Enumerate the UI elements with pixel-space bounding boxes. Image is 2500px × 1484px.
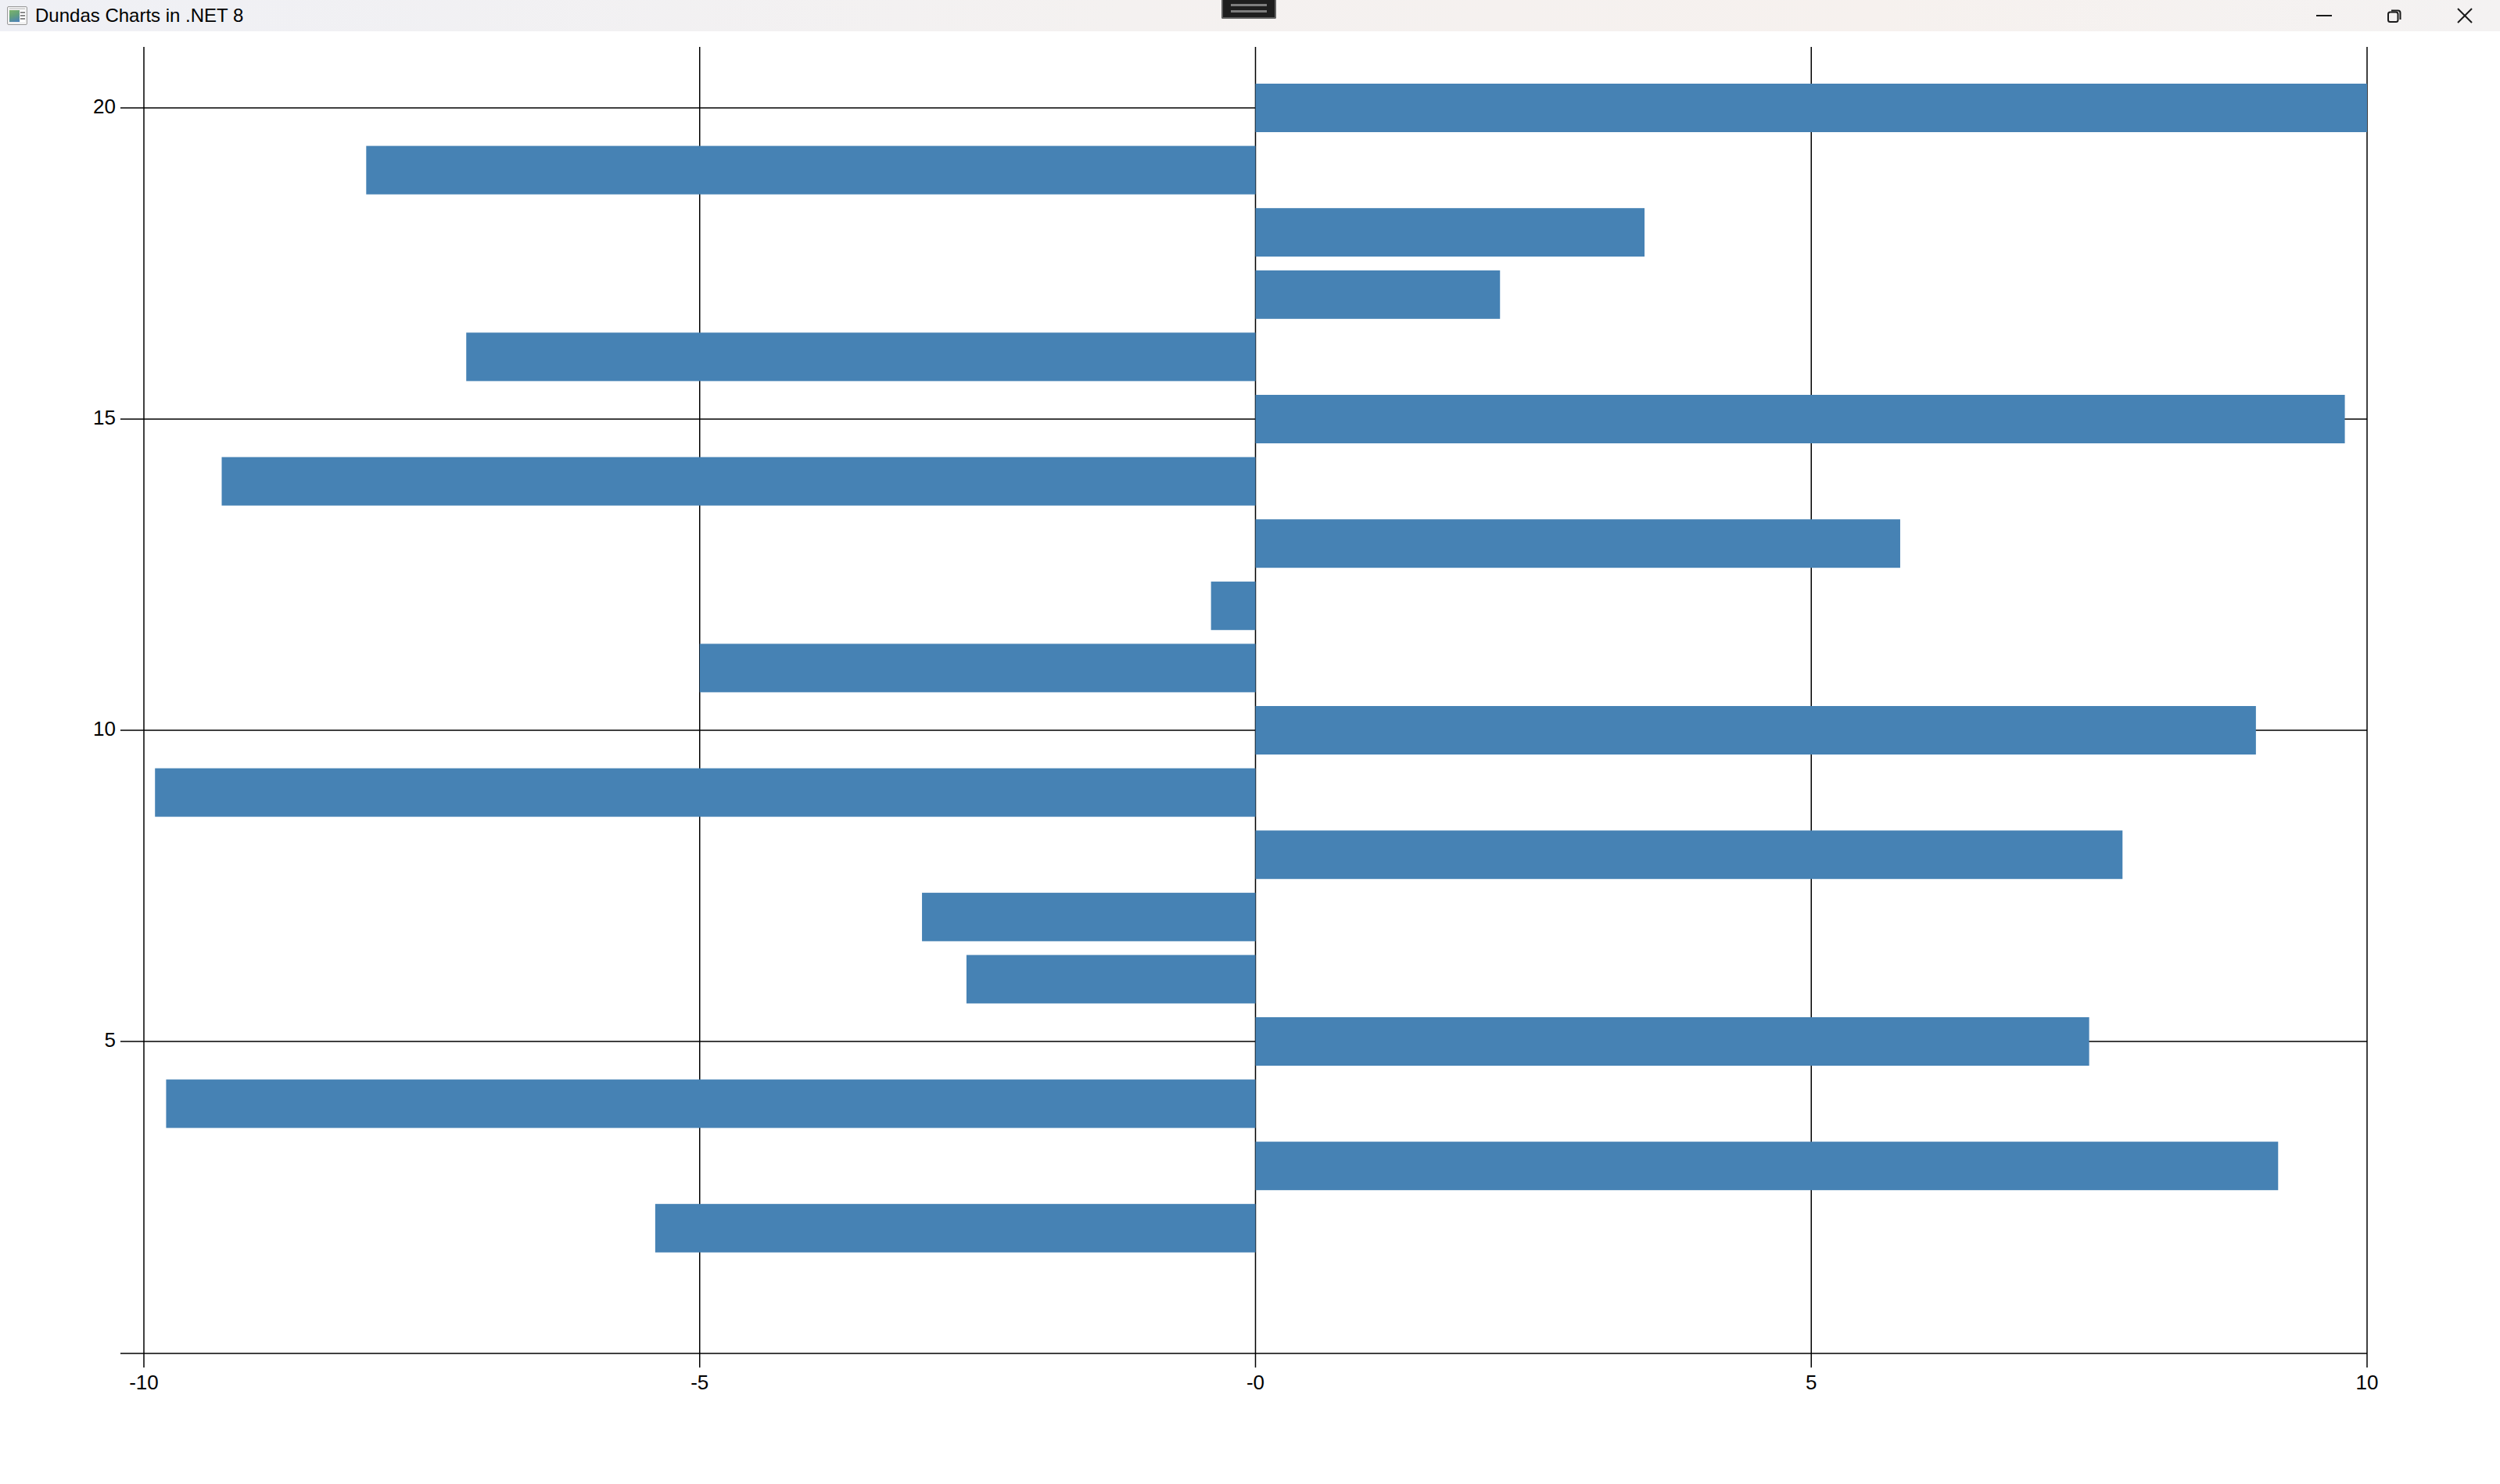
bar-category-14 [222, 457, 1256, 506]
close-button[interactable] [2430, 0, 2500, 31]
minimize-icon [2315, 7, 2333, 24]
app-icon-legend [20, 10, 25, 22]
bar-category-12 [1211, 582, 1256, 630]
app-window: { "window": { "title": "Dundas Charts in… [0, 0, 2500, 1484]
app-icon [7, 6, 27, 25]
y-tick-label: 20 [93, 95, 116, 118]
bar-category-17 [1256, 271, 1501, 319]
x-tick-label: 5 [1806, 1371, 1817, 1394]
y-tick-label: 10 [93, 717, 116, 740]
bar-category-19 [366, 146, 1255, 195]
bar-category-9 [155, 769, 1255, 817]
bar-category-15 [1256, 395, 2345, 443]
bar-category-3 [1256, 1142, 2279, 1190]
x-tick-label: -5 [690, 1371, 708, 1394]
close-icon [2456, 7, 2473, 24]
bar-category-18 [1256, 208, 1645, 256]
bar-category-10 [1256, 706, 2256, 755]
restore-button[interactable] [2359, 0, 2430, 31]
minimize-button[interactable] [2289, 0, 2359, 31]
bar-chart: -10 -5 -0 5 10 5 10 15 20 [0, 31, 2500, 1484]
restore-icon [2386, 7, 2403, 24]
screen-share-pill-icon[interactable] [1221, 0, 1276, 19]
window-controls [2289, 0, 2500, 31]
bar-category-8 [1256, 830, 2123, 879]
y-tick-label: 5 [105, 1028, 116, 1052]
bar-category-6 [967, 955, 1256, 1003]
bar-category-5 [1256, 1017, 2089, 1066]
window-title: Dundas Charts in .NET 8 [35, 0, 243, 31]
y-tick-label: 15 [93, 406, 116, 429]
bar-category-4 [166, 1080, 1255, 1128]
bar-category-2 [655, 1204, 1256, 1253]
x-tick-label: -10 [129, 1371, 159, 1394]
bar-category-7 [922, 893, 1255, 941]
bar-category-16 [466, 332, 1255, 381]
bar-category-13 [1256, 519, 1900, 568]
bar-category-11 [700, 643, 1256, 692]
x-tick-label: -0 [1246, 1371, 1264, 1394]
app-icon-topstrip [9, 8, 25, 9]
app-icon-chart-area [9, 10, 20, 22]
x-tick-label: 10 [2356, 1371, 2379, 1394]
bar-category-20 [1256, 84, 2368, 132]
bar-chart-canvas: -10 -5 -0 5 10 5 10 15 20 [0, 31, 2500, 1484]
